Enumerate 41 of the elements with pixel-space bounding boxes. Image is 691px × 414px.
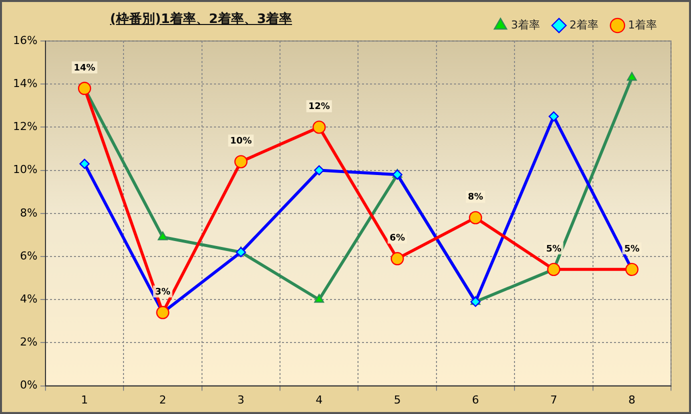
- x-tick-label: 7: [550, 393, 558, 406]
- x-tick-label: 2: [159, 393, 166, 406]
- legend-label: 3着率: [511, 18, 540, 32]
- data-label: 12%: [308, 102, 330, 112]
- point: [312, 120, 326, 134]
- point: [158, 232, 168, 240]
- data-label: 5%: [546, 244, 562, 254]
- y-tick-label: 4%: [20, 292, 38, 306]
- x-tick-label: 3: [237, 393, 244, 406]
- y-tick-label: 2%: [20, 336, 38, 349]
- legend-label: 2着率: [570, 18, 599, 32]
- point: [78, 82, 92, 96]
- chart-title: (枠番別)1着率、2着率、3着率: [110, 10, 292, 28]
- data-label: 10%: [230, 136, 252, 147]
- y-tick-label: 6%: [20, 249, 38, 262]
- x-tick-label: 8: [628, 393, 636, 406]
- point: [314, 165, 324, 176]
- point: [548, 111, 559, 122]
- x-tick-label: 1: [81, 393, 88, 406]
- x-tick-label: 4: [316, 393, 323, 406]
- point: [547, 262, 560, 276]
- y-tick-label: 16%: [12, 34, 38, 47]
- y-tick-label: 8%: [20, 206, 38, 220]
- y-tick-label: 0%: [20, 378, 38, 392]
- y-tick-label: 12%: [12, 120, 38, 134]
- point: [314, 294, 324, 303]
- data-label: 3%: [155, 287, 170, 298]
- point: [626, 72, 637, 81]
- point: [468, 211, 482, 224]
- data-label: 14%: [74, 63, 96, 74]
- data-label: 8%: [468, 192, 484, 203]
- y-tick-label: 10%: [12, 163, 38, 176]
- point: [390, 252, 404, 266]
- legend-label: 1着率: [628, 18, 657, 32]
- x-tick-label: 5: [394, 393, 401, 406]
- point: [234, 155, 248, 168]
- y-tick-label: 14%: [12, 76, 38, 90]
- x-tick-label: 6: [472, 393, 480, 406]
- data-label: 5%: [624, 244, 640, 254]
- point: [79, 158, 90, 169]
- data-label: 6%: [390, 234, 405, 244]
